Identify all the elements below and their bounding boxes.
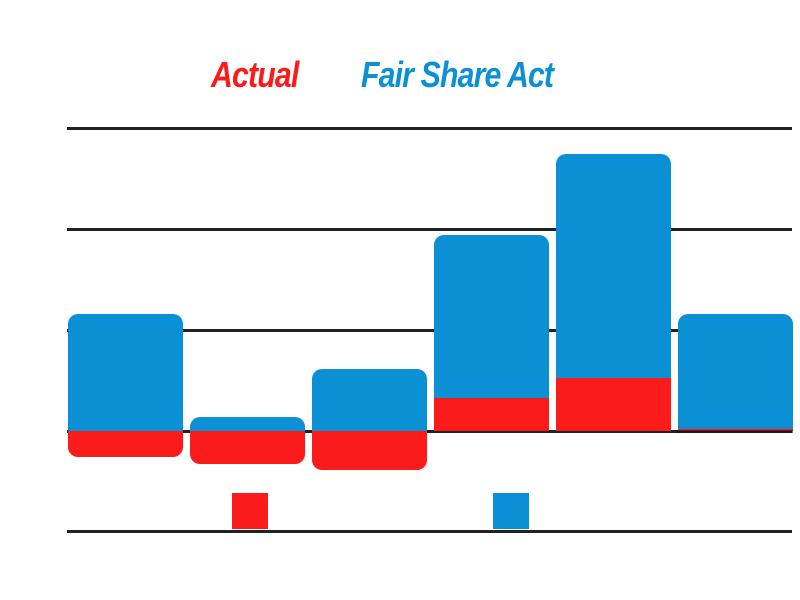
actual-bar <box>311 431 427 471</box>
actual-bar <box>555 377 671 431</box>
fair-share-act-bar <box>189 416 305 431</box>
red-square-marker <box>231 493 268 529</box>
zero-line-overlay <box>677 429 793 433</box>
gridline <box>67 227 792 231</box>
actual-bar <box>433 397 549 431</box>
actual-bar <box>68 431 183 458</box>
blue-square-marker <box>493 493 529 529</box>
gridline <box>67 530 792 534</box>
fair-share-act-bar <box>68 313 183 431</box>
gridline <box>67 126 792 130</box>
fair-share-act-bar <box>311 369 427 431</box>
fair-share-act-bar <box>677 313 793 431</box>
actual-bar <box>189 431 305 465</box>
legend-label-actual: Actual <box>211 54 299 95</box>
legend-label-fair-share-act: Fair Share Act <box>361 54 554 95</box>
zero-gridline <box>67 429 792 433</box>
gridline <box>67 328 792 332</box>
